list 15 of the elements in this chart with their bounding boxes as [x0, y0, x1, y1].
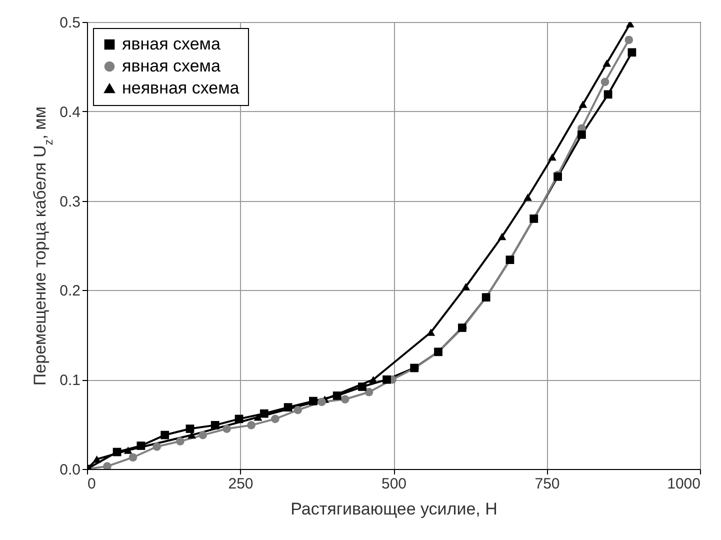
- y-tick-label: 0.2: [60, 282, 80, 300]
- legend-label: явная схема: [122, 34, 221, 54]
- y-tick-label: 0.4: [60, 104, 80, 121]
- x-tick-label: 0: [88, 476, 96, 492]
- legend-label: неявная схема: [122, 78, 240, 98]
- x-tick-label: 500: [381, 476, 407, 492]
- y-tick-label: 0.0: [60, 462, 80, 478]
- y-tick-label: 0.1: [60, 372, 80, 390]
- legend-label: явная схема: [122, 56, 221, 76]
- y-tick-label: 0.5: [60, 14, 80, 32]
- x-tick-label: 250: [228, 476, 254, 492]
- x-tick-label: 750: [534, 476, 560, 492]
- x-axis-title: Растягивающее усилие, Н: [290, 500, 498, 518]
- x-tick-label: 1000: [667, 476, 700, 492]
- y-tick-label: 0.3: [60, 193, 80, 210]
